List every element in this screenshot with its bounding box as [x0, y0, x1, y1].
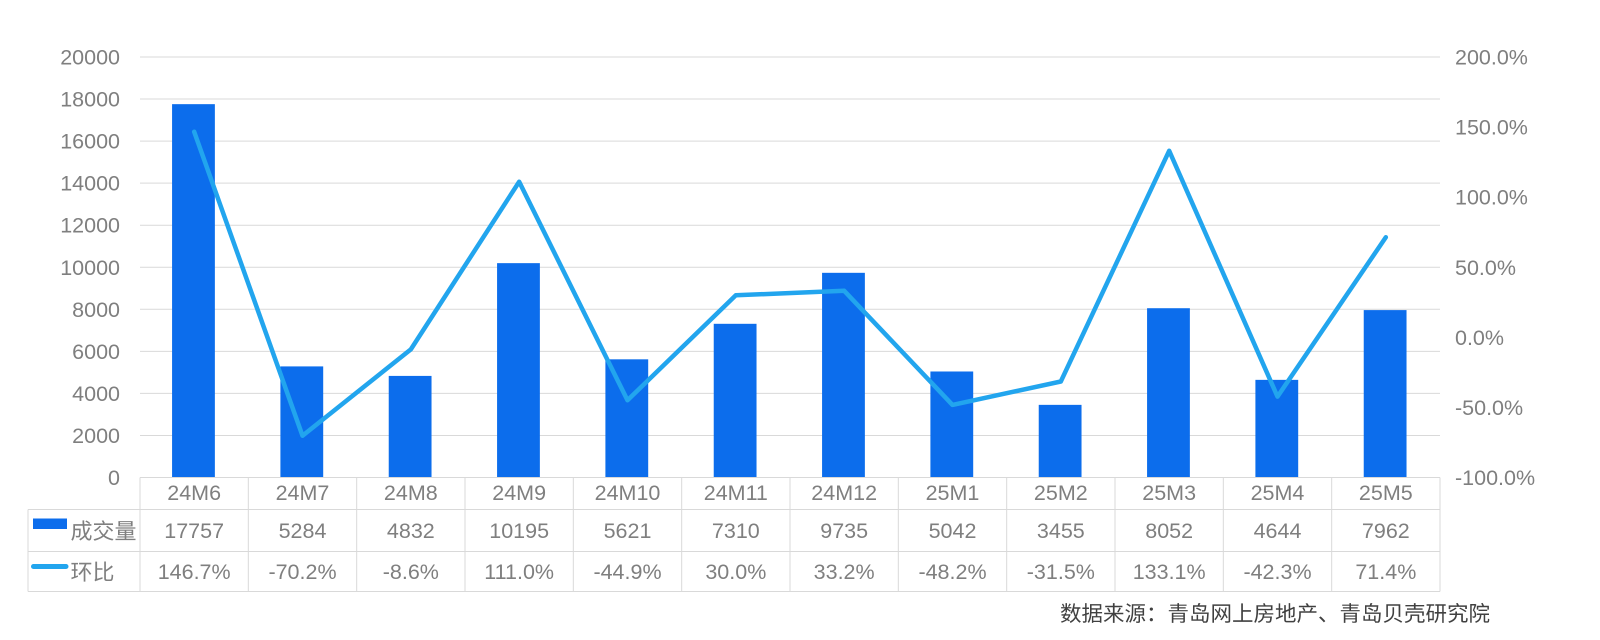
svg-text:8000: 8000 [72, 298, 120, 322]
svg-text:10000: 10000 [60, 256, 120, 280]
svg-text:24M10: 24M10 [595, 481, 661, 505]
svg-text:100.0%: 100.0% [1455, 186, 1528, 210]
svg-text:25M3: 25M3 [1142, 481, 1196, 505]
svg-text:17757: 17757 [164, 519, 224, 543]
svg-text:16000: 16000 [60, 130, 120, 154]
svg-text:111.0%: 111.0% [484, 560, 554, 584]
svg-text:-100.0%: -100.0% [1455, 466, 1535, 490]
svg-text:24M9: 24M9 [492, 481, 546, 505]
svg-text:33.2%: 33.2% [814, 560, 875, 584]
svg-text:7962: 7962 [1362, 519, 1410, 543]
svg-text:10195: 10195 [489, 519, 549, 543]
svg-text:150.0%: 150.0% [1455, 116, 1528, 140]
svg-text:24M6: 24M6 [167, 481, 221, 505]
svg-text:30.0%: 30.0% [705, 560, 766, 584]
svg-text:-31.5%: -31.5% [1027, 560, 1095, 584]
svg-text:14000: 14000 [60, 172, 120, 196]
svg-text:24M8: 24M8 [384, 481, 438, 505]
svg-text:71.4%: 71.4% [1355, 560, 1416, 584]
svg-text:25M5: 25M5 [1359, 481, 1413, 505]
svg-text:4000: 4000 [72, 382, 120, 406]
svg-text:133.1%: 133.1% [1133, 560, 1206, 584]
svg-text:25M1: 25M1 [926, 481, 980, 505]
svg-text:-44.9%: -44.9% [593, 560, 661, 584]
svg-text:25M2: 25M2 [1034, 481, 1088, 505]
svg-text:8052: 8052 [1145, 519, 1193, 543]
svg-text:7310: 7310 [712, 519, 760, 543]
svg-text:20000: 20000 [60, 46, 120, 70]
svg-text:12000: 12000 [60, 214, 120, 238]
svg-text:0: 0 [108, 466, 120, 490]
svg-text:25M4: 25M4 [1251, 481, 1305, 505]
svg-text:24M12: 24M12 [811, 481, 877, 505]
svg-text:-48.2%: -48.2% [918, 560, 986, 584]
svg-text:200.0%: 200.0% [1455, 46, 1528, 70]
svg-text:-42.3%: -42.3% [1243, 560, 1311, 584]
svg-text:4832: 4832 [387, 519, 435, 543]
svg-text:2000: 2000 [72, 424, 120, 448]
svg-text:-8.6%: -8.6% [383, 560, 439, 584]
svg-text:0.0%: 0.0% [1455, 326, 1504, 350]
svg-text:50.0%: 50.0% [1455, 256, 1516, 280]
svg-text:5284: 5284 [279, 519, 327, 543]
svg-text:24M11: 24M11 [704, 481, 768, 505]
svg-text:-70.2%: -70.2% [268, 560, 336, 584]
svg-text:3455: 3455 [1037, 519, 1085, 543]
svg-text:5042: 5042 [929, 519, 977, 543]
svg-text:-50.0%: -50.0% [1455, 396, 1523, 420]
svg-text:146.7%: 146.7% [158, 560, 231, 584]
svg-text:24M7: 24M7 [276, 481, 330, 505]
svg-text:4644: 4644 [1254, 519, 1302, 543]
svg-text:9735: 9735 [820, 519, 868, 543]
svg-text:5621: 5621 [604, 519, 652, 543]
svg-text:6000: 6000 [72, 340, 120, 364]
svg-text:18000: 18000 [60, 88, 120, 112]
